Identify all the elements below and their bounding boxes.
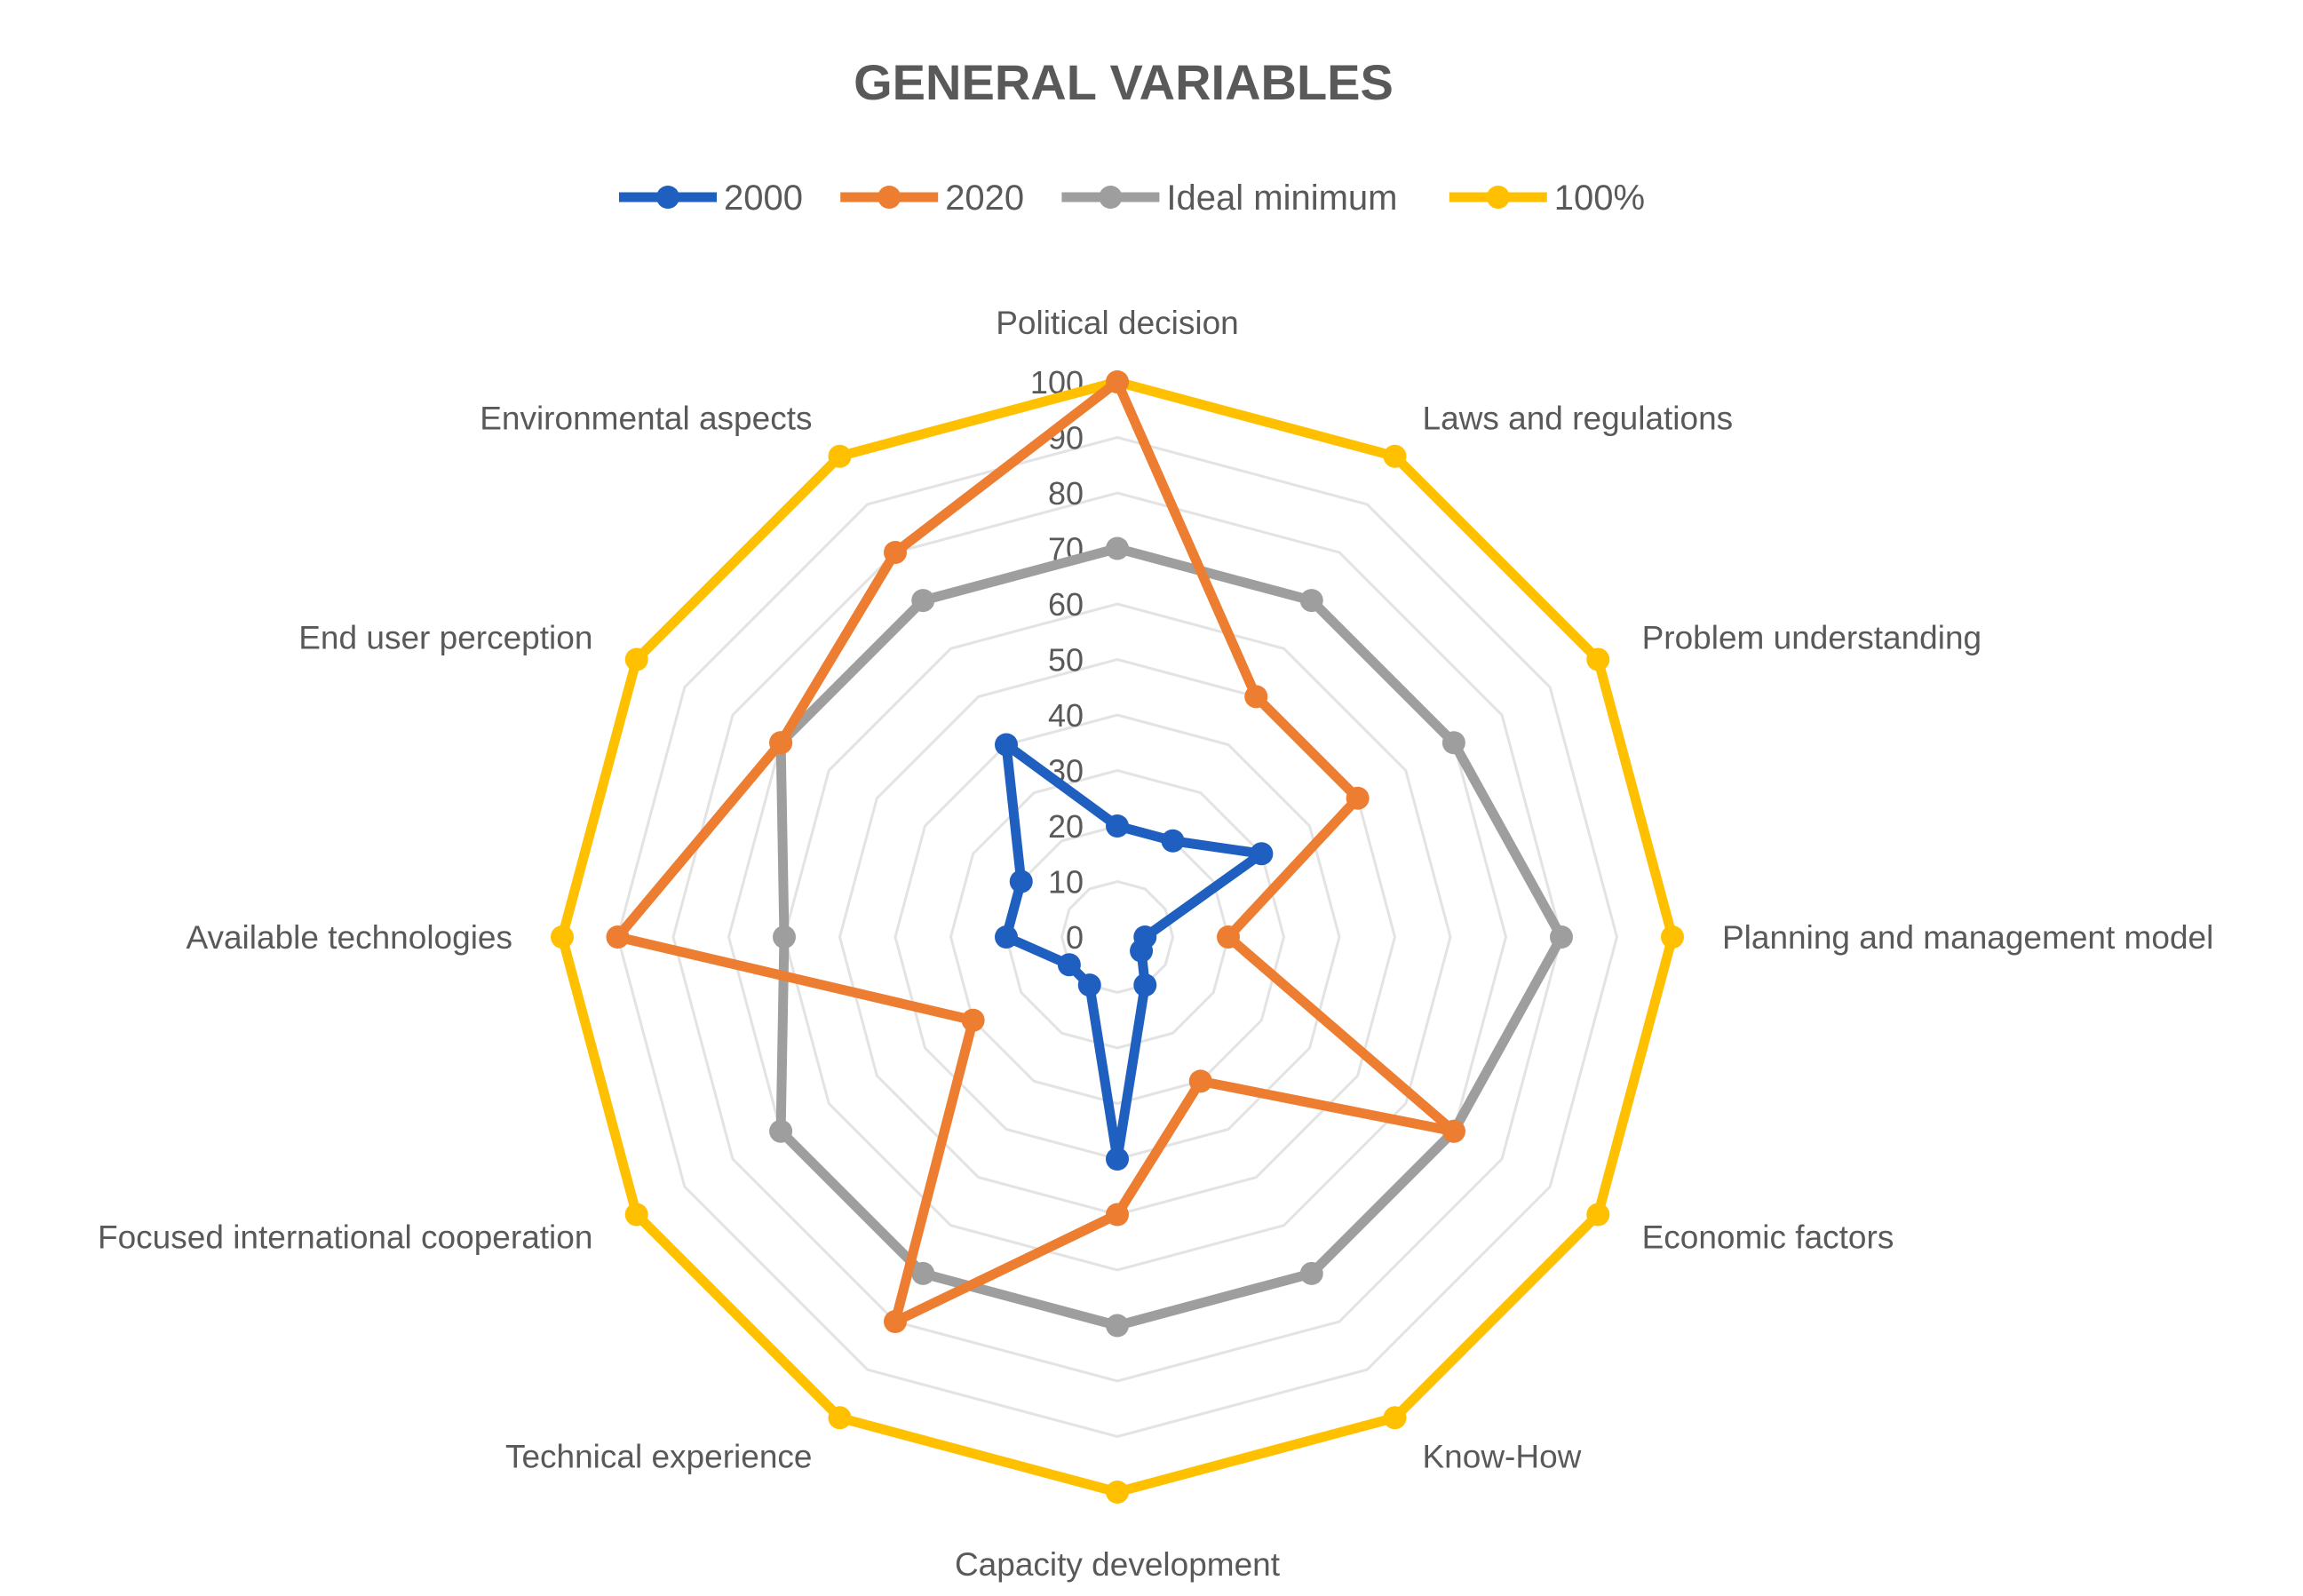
- category-label-8: Focused international cooperation: [98, 1219, 592, 1256]
- data-point-100-9: [551, 925, 574, 949]
- tick-label-0: 0: [1066, 919, 1084, 956]
- category-label-1: Laws and regulations: [1423, 400, 1734, 436]
- legend-swatch-marker: [1486, 186, 1510, 209]
- series-100: [551, 370, 1684, 1504]
- legend-item-ideal-minimum: Ideal minimum: [1061, 179, 1397, 218]
- series-2000: [995, 733, 1274, 1171]
- data-point-ideal-minimum-3: [1550, 925, 1573, 949]
- category-label-9: Available technologies: [186, 919, 512, 956]
- data-point-2020-10: [769, 731, 793, 755]
- tick-label-60: 60: [1048, 586, 1084, 623]
- data-point-100-6: [1106, 1481, 1129, 1504]
- data-point-2000-9: [995, 925, 1018, 949]
- grid-ring-90: [615, 435, 1619, 1439]
- tick-label-10: 10: [1048, 864, 1084, 901]
- data-point-2020-3: [1217, 925, 1240, 949]
- data-point-100-4: [1586, 1203, 1610, 1227]
- legend-item-2000: 2000: [619, 179, 803, 218]
- data-point-100-2: [1586, 647, 1610, 671]
- data-point-100-8: [624, 1203, 648, 1227]
- legend-swatch-marker: [878, 186, 901, 209]
- legend-item-100: 100%: [1449, 179, 1645, 218]
- data-point-2000-1: [1161, 829, 1185, 853]
- category-label-0: Political decision: [996, 305, 1239, 341]
- category-label-2: Problem understanding: [1642, 620, 1982, 656]
- chart-title: GENERAL VARIABLES: [854, 54, 1394, 110]
- data-point-2000-11: [995, 733, 1018, 757]
- category-label-4: Economic factors: [1642, 1219, 1894, 1256]
- tick-label-80: 80: [1048, 475, 1084, 512]
- legend-label: Ideal minimum: [1166, 179, 1397, 218]
- data-point-2020-2: [1346, 786, 1370, 810]
- grid-ring-20: [1005, 824, 1230, 1050]
- data-point-ideal-minimum-8: [769, 1119, 793, 1143]
- data-point-ideal-minimum-2: [1441, 731, 1465, 755]
- grid-ring-10: [1060, 879, 1175, 995]
- data-point-100-11: [828, 444, 852, 468]
- legend-swatch-marker: [656, 186, 679, 209]
- data-point-2020-5: [1188, 1069, 1212, 1093]
- data-point-2000-0: [1106, 814, 1129, 838]
- legend-label: 2020: [945, 179, 1024, 218]
- legend-swatch-marker: [1099, 186, 1123, 209]
- category-labels: Political decision Laws and regulations Pr…: [98, 305, 2213, 1583]
- data-point-2020-11: [884, 540, 907, 564]
- data-point-2020-7: [884, 1310, 907, 1334]
- data-point-2000-4: [1130, 939, 1154, 963]
- data-point-100-5: [1383, 1406, 1407, 1430]
- data-point-2020-4: [1441, 1119, 1465, 1143]
- data-point-ideal-minimum-7: [911, 1261, 935, 1285]
- data-point-2020-6: [1106, 1203, 1129, 1227]
- series-2020: [606, 370, 1465, 1334]
- data-point-100-3: [1661, 925, 1684, 949]
- data-point-2000-2: [1250, 842, 1274, 866]
- category-label-7: Technical experience: [505, 1439, 813, 1475]
- data-point-100-1: [1383, 444, 1407, 468]
- data-point-100-7: [828, 1406, 852, 1430]
- data-point-2020-0: [1106, 370, 1129, 393]
- data-point-ideal-minimum-9: [773, 925, 796, 949]
- legend-label: 100%: [1554, 179, 1645, 218]
- data-point-2020-8: [961, 1008, 985, 1032]
- tick-label-50: 50: [1048, 642, 1084, 679]
- data-point-ideal-minimum-1: [1299, 589, 1323, 613]
- legend: 2000 2020 Ideal minimum 100%: [619, 179, 1645, 218]
- legend-item-2020: 2020: [840, 179, 1024, 218]
- tick-label-20: 20: [1048, 808, 1084, 845]
- legend-label: 2000: [724, 179, 803, 218]
- data-point-2020-1: [1244, 685, 1268, 709]
- data-point-2000-7: [1077, 973, 1101, 997]
- grid-ring-60: [782, 602, 1452, 1272]
- category-label-6: Capacity development: [955, 1546, 1281, 1583]
- data-point-2000-5: [1133, 973, 1157, 997]
- series-ideal-minimum: [769, 536, 1573, 1338]
- category-label-5: Know-How: [1423, 1439, 1582, 1475]
- series-layer: [551, 370, 1684, 1504]
- grid-ring-80: [671, 491, 1563, 1383]
- data-point-2000-10: [1009, 869, 1033, 893]
- category-label-3: Planning and management model: [1722, 919, 2213, 956]
- data-point-ideal-minimum-11: [911, 589, 935, 613]
- data-point-ideal-minimum-5: [1299, 1261, 1323, 1285]
- data-point-2020-9: [606, 925, 630, 949]
- data-point-100-10: [624, 647, 648, 671]
- series-line-ideal-minimum: [775, 544, 1567, 1330]
- tick-label-40: 40: [1048, 697, 1084, 734]
- data-point-2000-6: [1106, 1147, 1129, 1171]
- data-point-ideal-minimum-0: [1106, 536, 1129, 560]
- data-point-ideal-minimum-6: [1106, 1314, 1129, 1338]
- data-point-2000-8: [1057, 953, 1081, 977]
- category-label-10: End user perception: [298, 620, 592, 656]
- category-label-11: Environmental aspects: [480, 400, 812, 436]
